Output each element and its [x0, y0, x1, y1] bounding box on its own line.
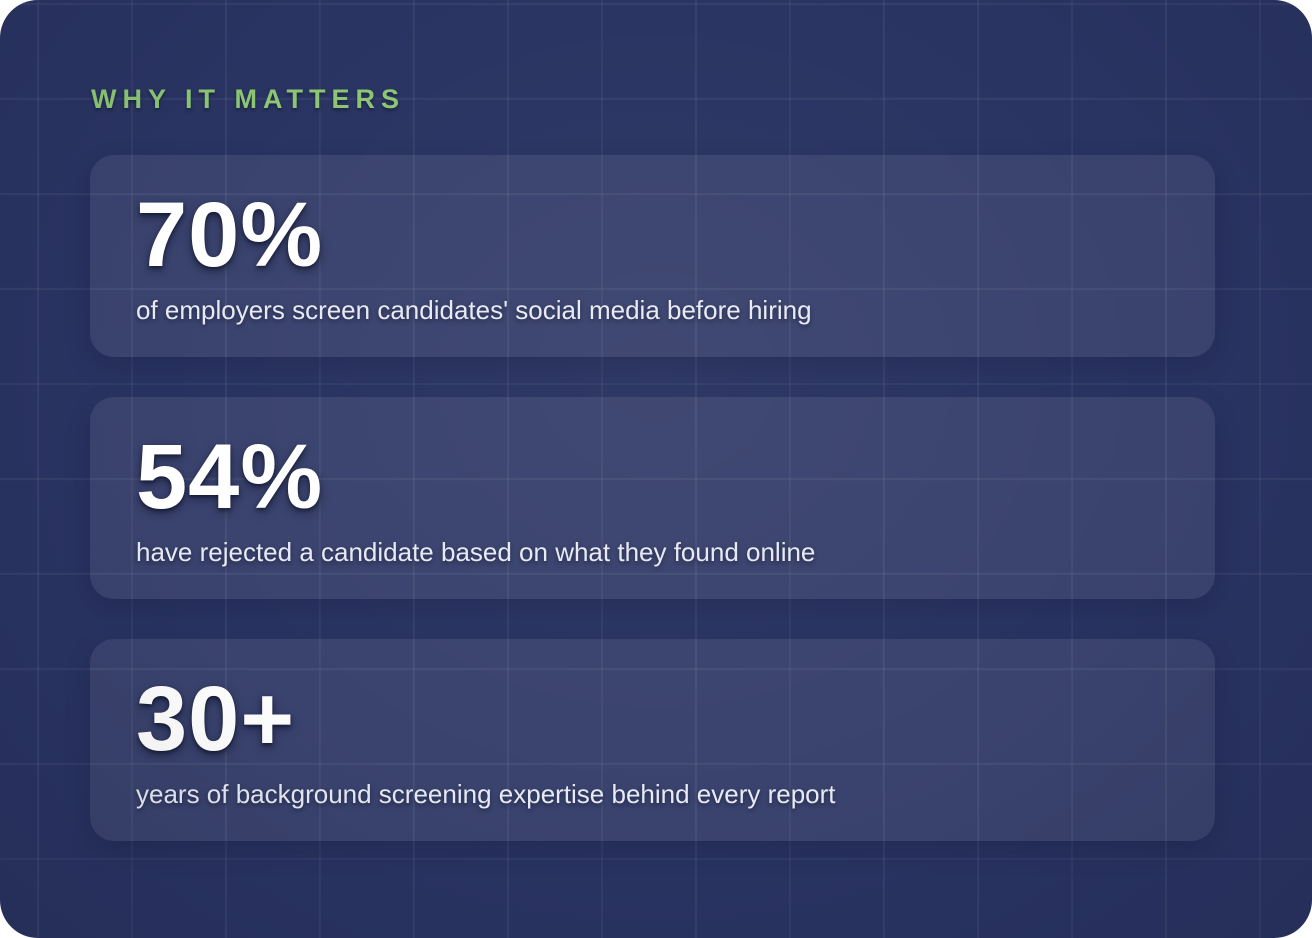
stat-value: 54% — [136, 426, 324, 528]
stat-description: have rejected a candidate based on what … — [136, 537, 816, 567]
stat-value: 70% — [136, 184, 324, 286]
stat-description: years of background screening expertise … — [136, 779, 836, 809]
stat-description: of employers screen candidates' social m… — [136, 295, 812, 325]
stat-card: 70% of employers screen candidates' soci… — [90, 155, 1215, 357]
section-title: WHY IT MATTERS — [91, 84, 405, 114]
stat-value: 30+ — [136, 668, 296, 770]
stat-card: 54% have rejected a candidate based on w… — [90, 397, 1215, 599]
stat-card: 30+ years of background screening expert… — [90, 639, 1215, 841]
stat-card-list: 70% of employers screen candidates' soci… — [90, 155, 1215, 841]
